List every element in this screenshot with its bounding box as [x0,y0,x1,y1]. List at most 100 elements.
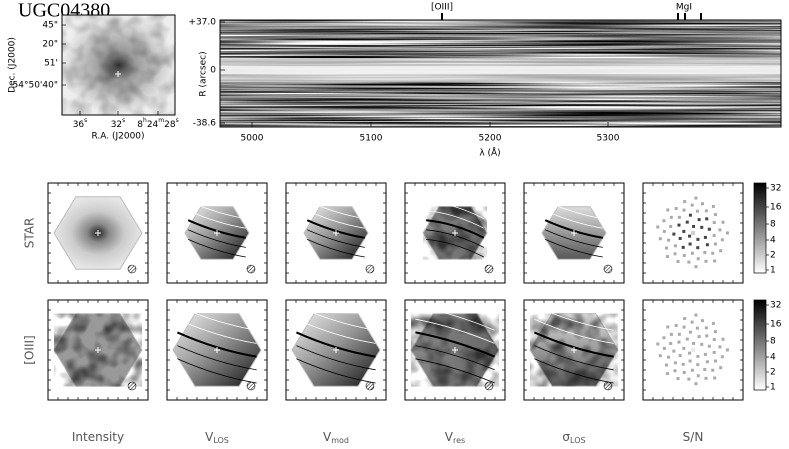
beam-marker [603,381,613,391]
center-cross [690,230,696,236]
tick [48,183,148,283]
x-tick-label: 5000 [241,134,264,144]
thumbnail-noise [62,15,175,115]
tick [286,300,386,400]
contour-line [426,239,484,258]
sn-dot [690,203,694,207]
tick [405,300,505,400]
center-cross [571,230,577,236]
tick [643,300,743,400]
sn-dot [711,251,715,255]
sn-dot [673,244,677,248]
sn-dot [683,200,687,204]
sn-dot [697,335,701,339]
tick [524,183,624,283]
colorbar-tick-label: 2 [770,368,776,378]
sn-dot [682,325,686,329]
sn-dot [725,348,729,352]
beam-marker [246,381,256,391]
sn-dot [713,330,717,334]
sn-dot [697,218,701,222]
column-label: VLOS [205,430,229,445]
tick [48,300,148,400]
colorbar-tick-label: 32 [770,184,781,194]
sn-dot [705,243,709,247]
sn-dot [687,377,691,381]
tick [643,300,743,400]
beam-marker [246,264,256,274]
tick [48,183,148,283]
tick [48,300,148,400]
sn-dot [656,225,660,229]
sn-dot [681,362,685,366]
sn-dot [713,242,717,246]
x-tick-label: 36s [73,117,88,130]
tick [48,300,148,400]
tick [167,300,267,400]
tick [643,183,743,283]
contour-line [534,358,614,384]
sn-dot [673,361,677,365]
sn-dot [690,251,694,255]
sn-dot [704,326,708,330]
tick [286,183,386,283]
tick [643,183,743,283]
sn-dot [700,319,704,323]
beam-marker [365,264,375,274]
column-label-main: V [445,430,454,444]
column-label-sub: mod [331,436,349,445]
tick [405,300,505,400]
tick [405,300,505,400]
tick [48,300,148,400]
contour-line [426,219,485,239]
sn-dot [665,255,669,259]
beam-marker [127,264,137,274]
y-tick-label: 54°50'40" [13,81,58,91]
sn-dot [664,363,668,367]
sn-dot [682,208,686,212]
contour-line [296,305,376,331]
sn-dot [696,363,700,367]
row-label: [OIII] [23,335,37,364]
colorbar-tick-label: 1 [770,266,776,276]
sn-dot [696,237,700,241]
tick [286,300,386,400]
tick [643,300,743,400]
sn-dot [664,246,668,250]
y-tick-label: 45" [42,21,58,31]
sn-dot [685,337,689,341]
contour-line [426,210,484,229]
x-tick-part: s [122,117,125,124]
contour-line [296,345,376,371]
colorbar-tick-label: 16 [770,203,782,213]
contour-line [296,318,376,344]
center-cross [452,347,458,353]
sn-dot [711,204,715,208]
sn-dot [656,342,660,346]
tick [167,300,267,400]
contour-line [545,200,603,219]
x-axis-label: λ (Å) [479,147,500,159]
tick [167,183,267,283]
sn-dot [720,238,724,242]
sn-dot [688,351,692,355]
column-label: Vres [445,430,465,445]
sn-dot [690,320,694,324]
contour-line [307,229,365,248]
colorbar-tick-label: 4 [770,353,776,363]
tick [286,183,386,283]
tick [167,183,267,283]
x-tick-label: 8h24m28s [137,117,178,130]
sn-dot [696,257,700,261]
sn-dot [682,254,686,258]
sn-dot [669,332,673,336]
x-axis-label: R.A. (J2000) [91,132,144,142]
sn-dot [711,368,715,372]
tick [524,183,624,283]
beam-marker [484,381,494,391]
tick [48,183,148,283]
sn-dot [713,376,717,380]
sn-dot [690,368,694,372]
sn-dot [662,336,666,340]
tick [643,183,743,283]
